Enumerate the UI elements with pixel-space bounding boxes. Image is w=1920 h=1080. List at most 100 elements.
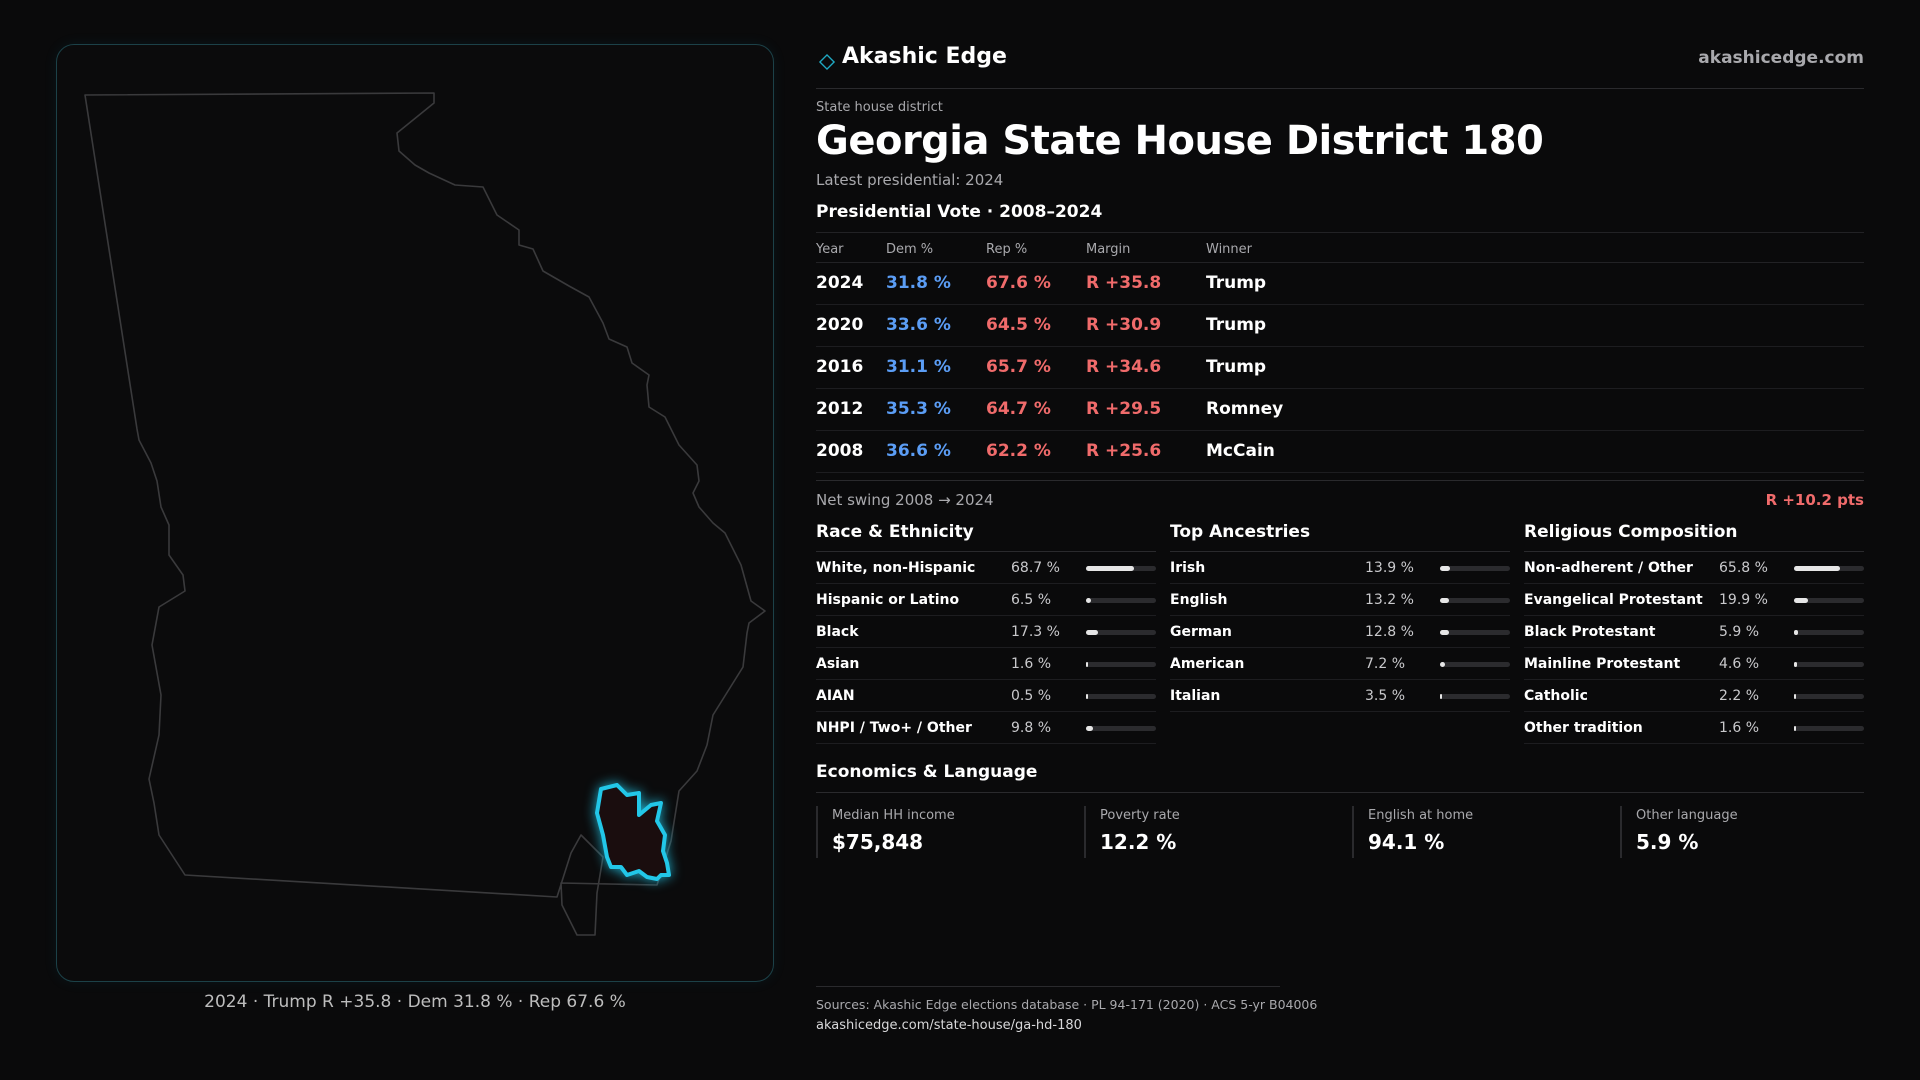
- district-180-highlight[interactable]: [595, 783, 671, 881]
- list-item: White, non-Hispanic 68.7 %: [816, 552, 1156, 584]
- bar-track: [1794, 726, 1864, 731]
- bar-track: [1086, 566, 1156, 571]
- list-item: Irish 13.9 %: [1170, 552, 1510, 584]
- header-winner: Winner: [1206, 242, 1253, 257]
- winner-cell: Romney: [1206, 399, 1284, 419]
- stat-label: Other language: [1636, 808, 1738, 823]
- table-row: 2008 36.6 % 62.2 % R +25.6 McCain: [816, 431, 1864, 473]
- bar-fill: [1086, 726, 1093, 731]
- footer: Sources: Akashic Edge elections database…: [816, 986, 1318, 1033]
- bar-track: [1440, 662, 1510, 667]
- list-item: Black Protestant 5.9 %: [1524, 616, 1864, 648]
- religion-title: Religious Composition: [1524, 520, 1864, 552]
- list-item: Mainline Protestant 4.6 %: [1524, 648, 1864, 680]
- bar-fill: [1086, 694, 1088, 699]
- race-ethnicity-title: Race & Ethnicity: [816, 520, 1156, 552]
- ancestries-section: Top Ancestries Irish 13.9 % English 13.2…: [1170, 520, 1510, 712]
- bar-track: [1794, 662, 1864, 667]
- demo-value: 3.5 %: [1365, 688, 1406, 704]
- demo-value: 1.6 %: [1719, 720, 1760, 736]
- rep-cell: 62.2 %: [986, 441, 1051, 461]
- stat-label: English at home: [1368, 808, 1474, 823]
- page-link[interactable]: akashicedge.com/state-house/ga-hd-180: [816, 1018, 1082, 1033]
- winner-cell: Trump: [1206, 273, 1267, 293]
- stat-value: 94.1 %: [1368, 830, 1445, 854]
- demo-label: Mainline Protestant: [1524, 656, 1681, 672]
- details-panel: Akashic Edge akashicedge.com State house…: [816, 0, 1864, 1080]
- demo-value: 4.6 %: [1719, 656, 1760, 672]
- winner-cell: Trump: [1206, 315, 1267, 335]
- list-item: German 12.8 %: [1170, 616, 1510, 648]
- economics-title: Economics & Language: [816, 762, 1864, 793]
- bar-track: [1440, 598, 1510, 603]
- vote-section-title: Presidential Vote · 2008–2024: [816, 202, 1103, 222]
- bar-track: [1794, 694, 1864, 699]
- stat-card-poverty: Poverty rate 12.2 %: [1084, 806, 1336, 858]
- bar-track: [1440, 694, 1510, 699]
- margin-cell: R +34.6: [1086, 357, 1162, 377]
- page-title: Georgia State House District 180: [816, 118, 1544, 164]
- margin-cell: R +29.5: [1086, 399, 1162, 419]
- site-link[interactable]: akashicedge.com: [1698, 48, 1864, 68]
- demo-label: Asian: [816, 656, 860, 672]
- bar-fill: [1794, 598, 1808, 603]
- bar-fill: [1086, 566, 1135, 571]
- stat-value: $75,848: [832, 830, 924, 854]
- bar-fill: [1794, 566, 1841, 571]
- year-cell: 2016: [816, 357, 864, 377]
- year-cell: 2008: [816, 441, 864, 461]
- bar-track: [1086, 694, 1156, 699]
- brand-name[interactable]: Akashic Edge: [842, 44, 1007, 69]
- bar-track: [1440, 630, 1510, 635]
- demo-value: 13.9 %: [1365, 560, 1414, 576]
- bar-fill: [1086, 598, 1091, 603]
- list-item: Other tradition 1.6 %: [1524, 712, 1864, 744]
- bar-track: [1794, 566, 1864, 571]
- demo-value: 5.9 %: [1719, 624, 1760, 640]
- net-swing-row: Net swing 2008 → 2024 R +10.2 pts: [816, 480, 1864, 511]
- bar-track: [1086, 662, 1156, 667]
- list-item: American 7.2 %: [1170, 648, 1510, 680]
- demo-label: AIAN: [816, 688, 855, 704]
- sources-text: Sources: Akashic Edge elections database…: [816, 997, 1318, 1012]
- list-item: Black 17.3 %: [816, 616, 1156, 648]
- year-cell: 2024: [816, 273, 864, 293]
- demo-value: 9.8 %: [1011, 720, 1052, 736]
- bar-fill: [1440, 694, 1443, 699]
- bar-fill: [1794, 630, 1799, 635]
- demo-label: Non-adherent / Other: [1524, 560, 1693, 576]
- demo-label: German: [1170, 624, 1232, 640]
- dem-cell: 31.8 %: [886, 273, 951, 293]
- rep-cell: 64.5 %: [986, 315, 1051, 335]
- table-row: 2020 33.6 % 64.5 % R +30.9 Trump: [816, 305, 1864, 347]
- header-rep: Rep %: [986, 242, 1028, 257]
- winner-cell: McCain: [1206, 441, 1275, 461]
- margin-cell: R +25.6: [1086, 441, 1162, 461]
- list-item: Asian 1.6 %: [816, 648, 1156, 680]
- demo-value: 6.5 %: [1011, 592, 1052, 608]
- stat-card-income: Median HH income $75,848: [816, 806, 1068, 858]
- bar-fill: [1440, 662, 1446, 667]
- dem-cell: 35.3 %: [886, 399, 951, 419]
- demo-label: Hispanic or Latino: [816, 592, 960, 608]
- demo-label: Italian: [1170, 688, 1221, 704]
- bar-fill: [1086, 630, 1099, 635]
- header-year: Year: [816, 242, 844, 257]
- demo-value: 68.7 %: [1011, 560, 1060, 576]
- map-caption: 2024 · Trump R +35.8 · Dem 31.8 % · Rep …: [204, 992, 626, 1012]
- table-row: 2016 31.1 % 65.7 % R +34.6 Trump: [816, 347, 1864, 389]
- header-dem: Dem %: [886, 242, 934, 257]
- list-item: Evangelical Protestant 19.9 %: [1524, 584, 1864, 616]
- table-row: 2012 35.3 % 64.7 % R +29.5 Romney: [816, 389, 1864, 431]
- list-item: Hispanic or Latino 6.5 %: [816, 584, 1156, 616]
- demo-label: American: [1170, 656, 1245, 672]
- religion-section: Religious Composition Non-adherent / Oth…: [1524, 520, 1864, 744]
- bar-track: [1794, 630, 1864, 635]
- race-ethnicity-section: Race & Ethnicity White, non-Hispanic 68.…: [816, 520, 1156, 744]
- stat-label: Median HH income: [832, 808, 955, 823]
- demo-label: Evangelical Protestant: [1524, 592, 1703, 608]
- demo-value: 17.3 %: [1011, 624, 1060, 640]
- diamond-icon: [818, 53, 836, 71]
- demo-label: Black: [816, 624, 859, 640]
- list-item: NHPI / Two+ / Other 9.8 %: [816, 712, 1156, 744]
